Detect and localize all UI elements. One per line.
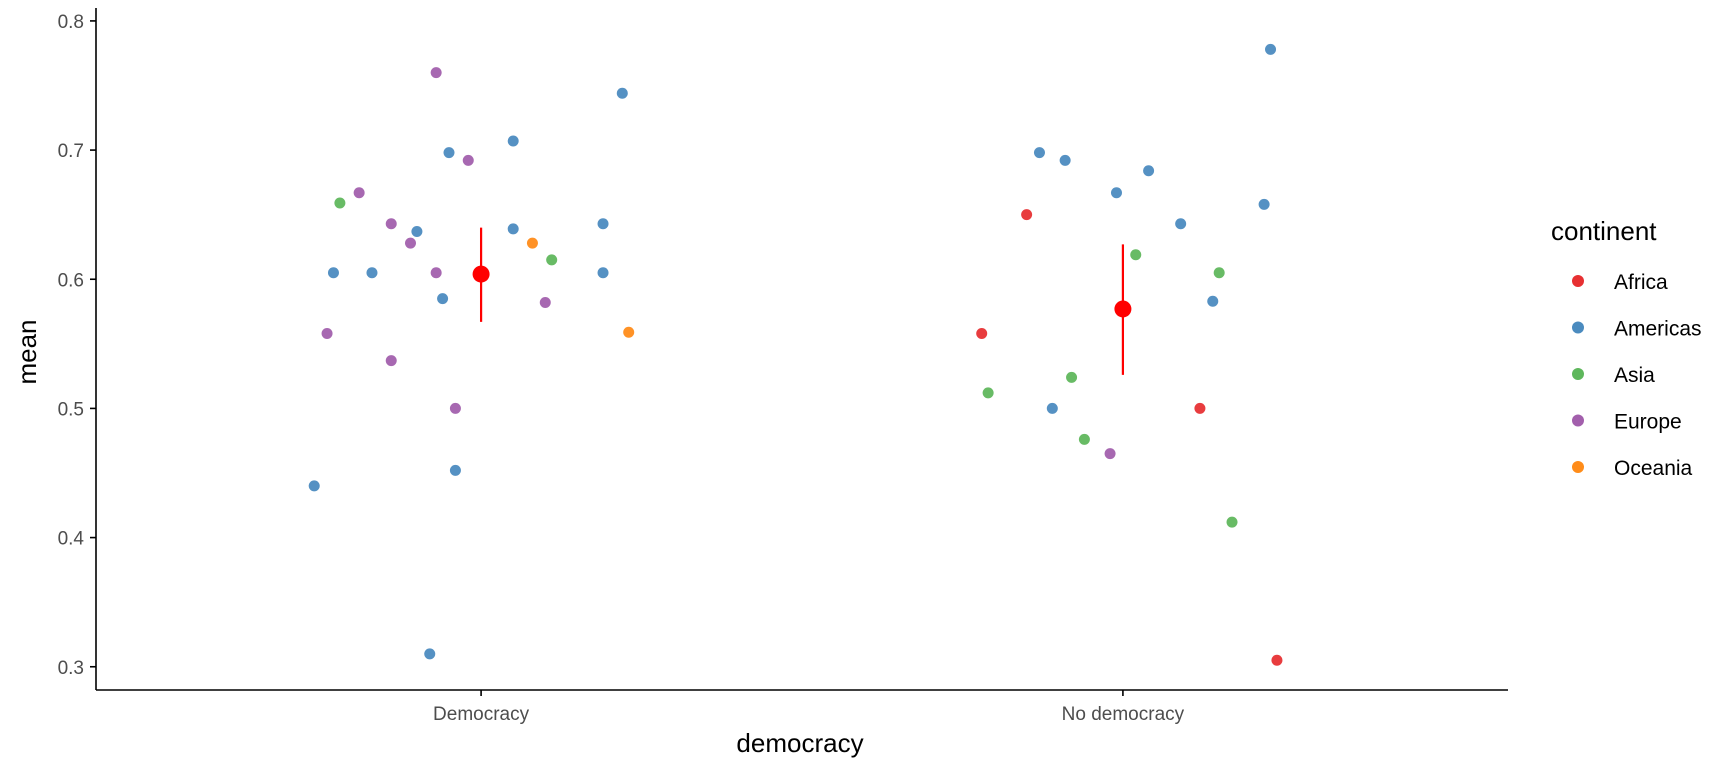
legend-label-europe: Europe <box>1614 411 1682 434</box>
plot-panel <box>308 43 1283 666</box>
data-point-americas <box>1059 154 1071 166</box>
data-point-asia <box>1226 516 1238 528</box>
data-point-europe <box>430 267 442 279</box>
data-point-asia <box>982 387 994 399</box>
y-tick-label: 0.6 <box>58 270 84 291</box>
data-point-americas <box>1207 295 1219 307</box>
data-point-americas <box>1258 198 1270 210</box>
data-point-africa <box>1021 209 1033 221</box>
data-point-americas <box>1265 43 1277 55</box>
data-point-africa <box>1194 402 1206 414</box>
y-tick-label: 0.5 <box>58 399 84 420</box>
legend-key-oceania <box>1572 461 1584 473</box>
data-point-africa <box>1271 654 1283 666</box>
x-axis-ticks: Democracy No democracy <box>433 690 1185 725</box>
y-axis-ticks: 0.3 0.4 0.5 0.6 0.7 0.8 <box>58 12 96 679</box>
legend-label-africa: Africa <box>1614 271 1668 294</box>
data-point-americas <box>507 223 519 235</box>
legend-label-asia: Asia <box>1614 364 1655 387</box>
data-point-americas <box>424 648 436 660</box>
legend-items: Africa Americas Asia Europe Oceania <box>1572 271 1702 480</box>
x-axis-title: democracy <box>736 728 863 758</box>
data-point-asia <box>1066 371 1078 383</box>
data-point-americas <box>1175 218 1187 230</box>
y-tick-label: 0.7 <box>58 141 84 162</box>
summary-layer <box>472 227 1132 375</box>
mean-point <box>1114 300 1132 318</box>
data-points <box>308 43 1283 666</box>
data-point-americas <box>616 87 628 99</box>
data-point-americas <box>366 267 378 279</box>
y-tick-label: 0.8 <box>58 12 84 33</box>
mean-point <box>472 265 490 283</box>
data-point-europe <box>404 237 416 249</box>
y-tick-label: 0.4 <box>58 529 85 550</box>
legend-key-americas <box>1572 321 1584 334</box>
y-axis-title: mean <box>12 319 42 384</box>
data-point-americas <box>597 267 609 279</box>
data-point-europe <box>385 355 397 367</box>
data-point-americas <box>597 218 609 230</box>
data-point-europe <box>385 218 397 230</box>
data-point-europe <box>1104 448 1116 460</box>
data-point-europe <box>353 187 365 199</box>
data-point-europe <box>462 154 474 166</box>
data-point-americas <box>437 293 449 305</box>
data-point-asia <box>334 197 346 209</box>
data-point-americas <box>443 147 455 159</box>
data-point-americas <box>308 480 320 492</box>
data-point-americas <box>449 464 461 476</box>
data-point-asia <box>546 254 558 266</box>
x-tick-label: Democracy <box>433 704 530 725</box>
data-point-africa <box>976 328 988 339</box>
data-point-europe <box>430 67 442 79</box>
data-point-americas <box>327 267 339 279</box>
y-tick-label: 0.3 <box>58 658 84 679</box>
data-point-europe <box>539 297 551 308</box>
data-point-americas <box>1143 165 1155 177</box>
x-tick-label: No democracy <box>1062 704 1185 725</box>
data-point-americas <box>411 225 423 237</box>
legend-key-africa <box>1572 275 1584 287</box>
data-point-asia <box>1213 267 1225 279</box>
legend-key-europe <box>1572 414 1584 427</box>
data-point-americas <box>1033 147 1045 159</box>
legend-title: continent <box>1551 216 1657 246</box>
data-point-asia <box>1130 249 1142 261</box>
legend: continent Africa Americas Asia Europe Oceani… <box>1551 216 1702 480</box>
legend-key-asia <box>1572 368 1584 380</box>
data-point-americas <box>1110 187 1122 199</box>
data-point-americas <box>1046 402 1058 414</box>
data-point-oceania <box>526 237 538 249</box>
data-point-europe <box>321 328 333 339</box>
legend-label-americas: Americas <box>1614 318 1702 341</box>
data-point-asia <box>1078 433 1090 445</box>
data-point-oceania <box>623 326 635 338</box>
legend-label-oceania: Oceania <box>1614 457 1693 480</box>
data-point-europe <box>449 402 461 414</box>
data-point-americas <box>507 135 519 147</box>
